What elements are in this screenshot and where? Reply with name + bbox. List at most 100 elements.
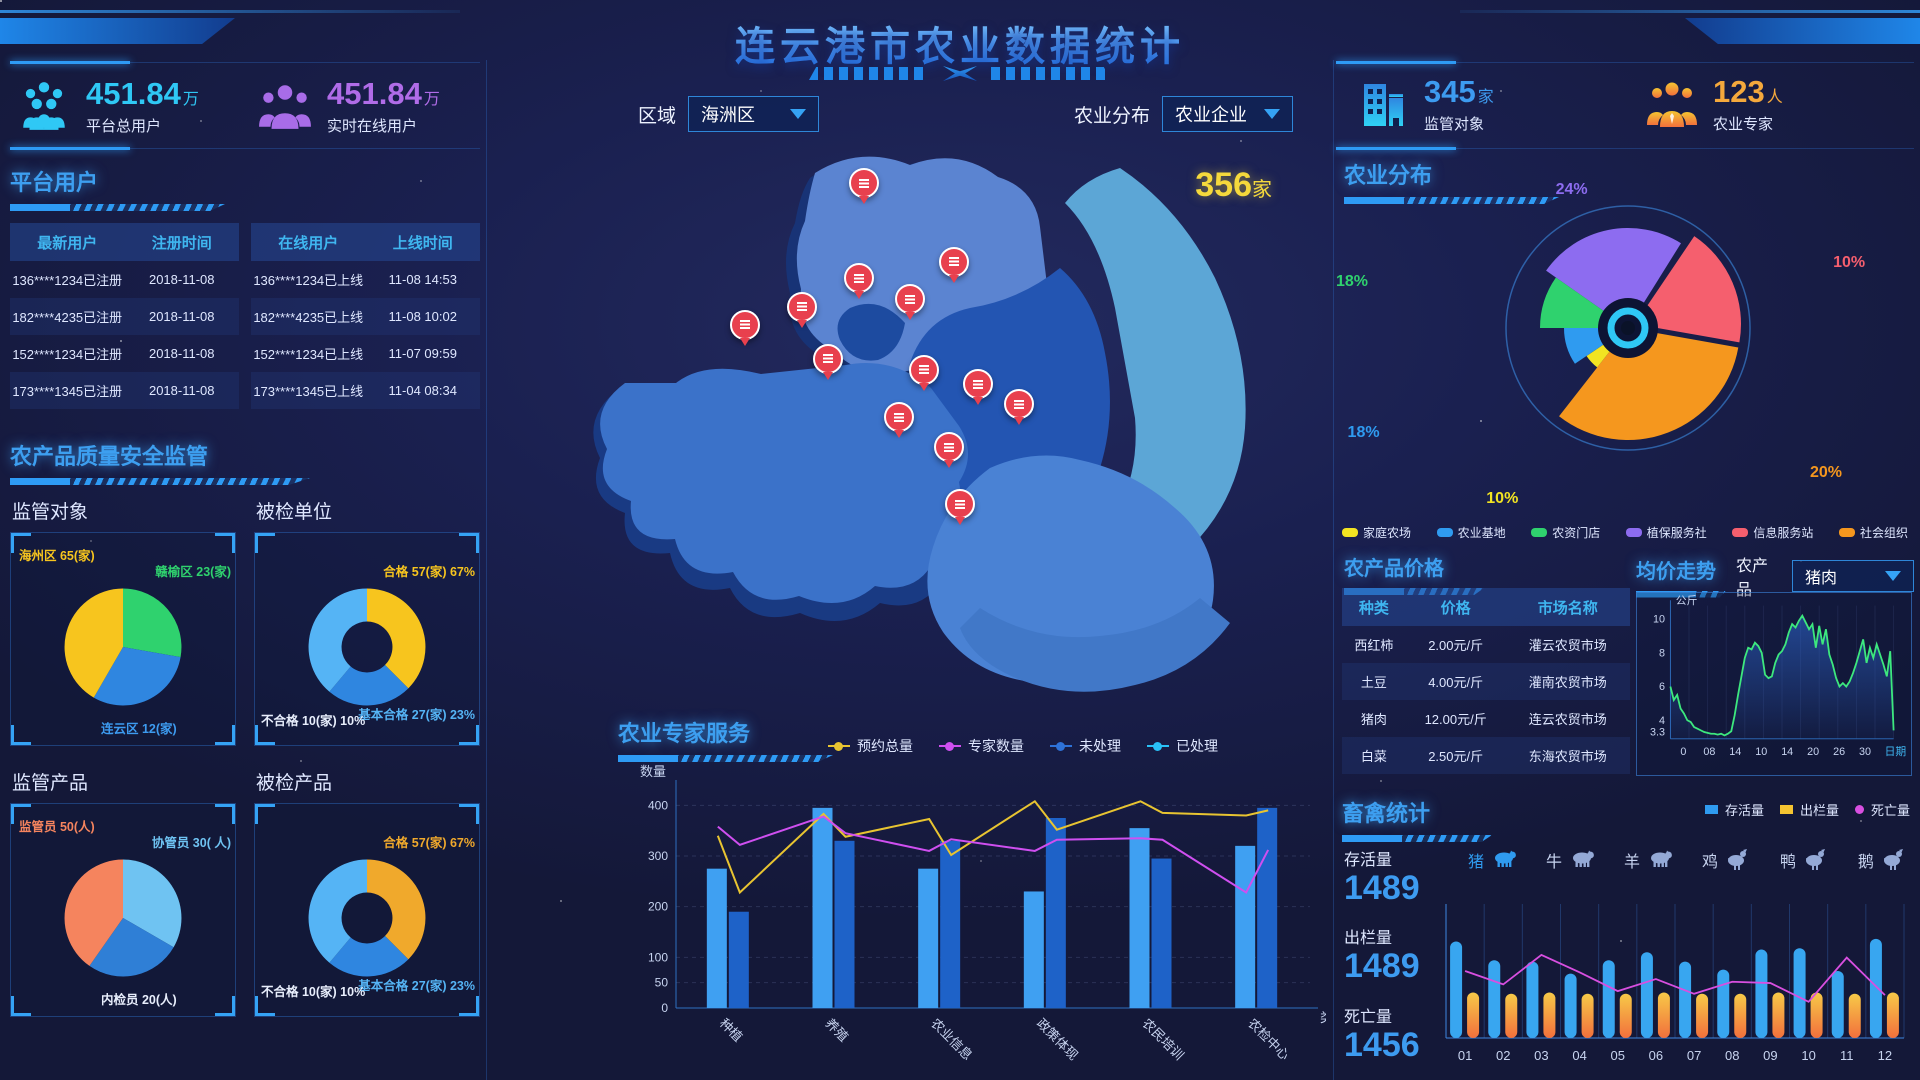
- map-marker[interactable]: [908, 354, 939, 385]
- legend-label: 社会组织: [1859, 526, 1908, 540]
- map-region-far-south[interactable]: [960, 598, 1230, 692]
- svg-text:100: 100: [648, 950, 668, 964]
- animal-label: 牛: [1545, 854, 1562, 871]
- animal-item-羊[interactable]: 羊: [1624, 848, 1674, 872]
- legend-swatch: [1838, 528, 1855, 537]
- animal-item-猪[interactable]: 猪: [1468, 848, 1518, 872]
- legend-label: 未处理: [1079, 738, 1121, 754]
- map-region-coast[interactable]: [1065, 168, 1246, 578]
- legend-item[interactable]: 家庭农场: [1342, 524, 1411, 541]
- price-trend-chart: 公斤 10 8 6 43.3 0 08 14 10 14 20 26 30 日期: [1650, 595, 1906, 758]
- legend-item[interactable]: 死亡量: [1854, 800, 1910, 819]
- legend-swatch: [1531, 528, 1548, 537]
- table-row: 173****1345已注册 2018-11-08: [10, 372, 239, 409]
- map-marker[interactable]: [848, 168, 879, 199]
- table-cell: 173****1345已上线: [251, 372, 366, 409]
- stat-label: 农业专家: [1713, 116, 1774, 133]
- marker-glyph: [858, 178, 869, 188]
- price-table: 种类 价格 市场名称 西红柿 2.00元/斤 灌云农贸市场 土豆 4.00元/斤 灌南农贸市场猪…: [1342, 588, 1630, 774]
- map-region-west[interactable]: [600, 363, 968, 604]
- map-marker[interactable]: [787, 291, 818, 322]
- map-marker[interactable]: [844, 263, 875, 294]
- product-dropdown[interactable]: 猪肉: [1792, 560, 1914, 592]
- legend-swatch: [1342, 528, 1358, 537]
- livestock-stat: 出栏量 1489: [1344, 924, 1464, 985]
- slice-label: 基本合格 27(家) 23%: [358, 979, 475, 993]
- legend-line-icon: [828, 741, 850, 751]
- legend-swatch: [1625, 528, 1642, 537]
- animal-label: 羊: [1623, 854, 1640, 871]
- section-title: 畜禽统计: [1342, 801, 1431, 826]
- rose-percent-label: 24%: [1555, 181, 1588, 199]
- legend-item[interactable]: 植保服务社: [1625, 524, 1707, 541]
- legend-item[interactable]: 农业基地: [1436, 524, 1506, 541]
- column-header: 上线时间: [365, 223, 480, 261]
- svg-text:08: 08: [1725, 1048, 1739, 1063]
- map-marker[interactable]: [938, 246, 969, 277]
- map-marker[interactable]: [945, 489, 976, 520]
- svg-text:14: 14: [1729, 746, 1741, 758]
- livestock-stats: 存活量 1489 出栏量 1489 死亡量 1456: [1344, 846, 1464, 1080]
- chevron-down-icon: [1264, 109, 1281, 119]
- legend-item[interactable]: 社会组织: [1838, 524, 1908, 541]
- table-cell: 2018-11-08: [124, 372, 239, 409]
- region-dropdown[interactable]: 海洲区: [688, 96, 820, 132]
- map-marker[interactable]: [962, 369, 993, 400]
- map-marker[interactable]: [1004, 389, 1035, 420]
- distribution-control: 农业分布 农业企业: [1074, 96, 1294, 132]
- livestock-stat-label: 死亡量: [1344, 1008, 1393, 1026]
- table-cell: 2.00元/斤: [1428, 638, 1484, 653]
- map-marker[interactable]: [812, 343, 843, 374]
- svg-text:26: 26: [1833, 746, 1845, 758]
- animal-item-鸡[interactable]: 鸡: [1702, 848, 1752, 872]
- legend-item[interactable]: 存活量: [1704, 800, 1764, 819]
- pie-supervise-objects: 赣榆区 23(家) 连云区 12(家) 海州区 65(家): [10, 532, 236, 746]
- legend-item[interactable]: 专家数量: [939, 736, 1024, 756]
- animal-item-鹅[interactable]: 鹅: [1858, 848, 1908, 872]
- legend-item[interactable]: 出栏量: [1779, 800, 1839, 819]
- legend-item[interactable]: 农资门店: [1531, 524, 1600, 541]
- stat-value: 451.84: [327, 76, 422, 111]
- legend-label: 信息服务站: [1753, 526, 1814, 540]
- legend-item[interactable]: 未处理: [1050, 736, 1121, 756]
- table-row: 152****1234已注册 2018-11-08: [10, 335, 239, 372]
- table-cell: 182****4235已上线: [251, 298, 366, 335]
- animal-item-牛[interactable]: 牛: [1546, 848, 1596, 872]
- svg-text:农业信息: 农业信息: [928, 1016, 975, 1063]
- mammal-icon: [1650, 850, 1672, 867]
- animal-item-鸭[interactable]: 鸭: [1780, 848, 1830, 872]
- stat-supervised: 345 家 监管对象: [1356, 74, 1615, 134]
- livestock-stat-value: 1489: [1344, 869, 1420, 907]
- svg-text:08: 08: [1703, 746, 1715, 758]
- mammal-icon: [1495, 850, 1516, 867]
- map-marker[interactable]: [934, 432, 965, 463]
- slice-label: 合格 57(家) 67%: [383, 565, 475, 579]
- svg-text:农检中心: 农检中心: [1245, 1016, 1292, 1063]
- animal-label: 猪: [1468, 854, 1485, 871]
- stat-unit: 家: [1477, 89, 1494, 106]
- rose-percent-label: 18%: [1336, 273, 1369, 291]
- chevron-down-icon: [1885, 571, 1901, 581]
- section-livestock: 畜禽统计: [1342, 796, 1492, 842]
- legend-label: 死亡量: [1870, 803, 1910, 818]
- table-cell: 136****1234已上线: [253, 273, 364, 288]
- svg-text:11: 11: [1840, 1048, 1854, 1063]
- map-marker[interactable]: [730, 309, 761, 340]
- chevron-down-icon: [790, 109, 807, 119]
- section-platform-users: 平台用户: [10, 165, 480, 211]
- legend-item[interactable]: 预约总量: [828, 736, 913, 756]
- distribution-dropdown[interactable]: 农业企业: [1162, 96, 1294, 132]
- right-panel: 345 家 监管对象 123 人 农业专家 农业分布 24% 10% 20% 10% 18%…: [1336, 0, 1914, 1080]
- bird-icon: [1727, 849, 1747, 870]
- rose-percent-label: 18%: [1347, 424, 1380, 442]
- map-marker[interactable]: [884, 402, 915, 433]
- header-bar-left: [0, 18, 235, 44]
- animal-label: 鸡: [1701, 854, 1718, 871]
- map-marker[interactable]: [895, 284, 926, 315]
- svg-text:类型: 类型: [1320, 1010, 1326, 1025]
- column-header: 在线用户: [251, 223, 366, 261]
- legend-item[interactable]: 信息服务站: [1732, 524, 1813, 541]
- table-cell: 西红柿: [1354, 638, 1394, 653]
- marker-glyph: [944, 442, 955, 452]
- legend-item[interactable]: 已处理: [1147, 736, 1218, 756]
